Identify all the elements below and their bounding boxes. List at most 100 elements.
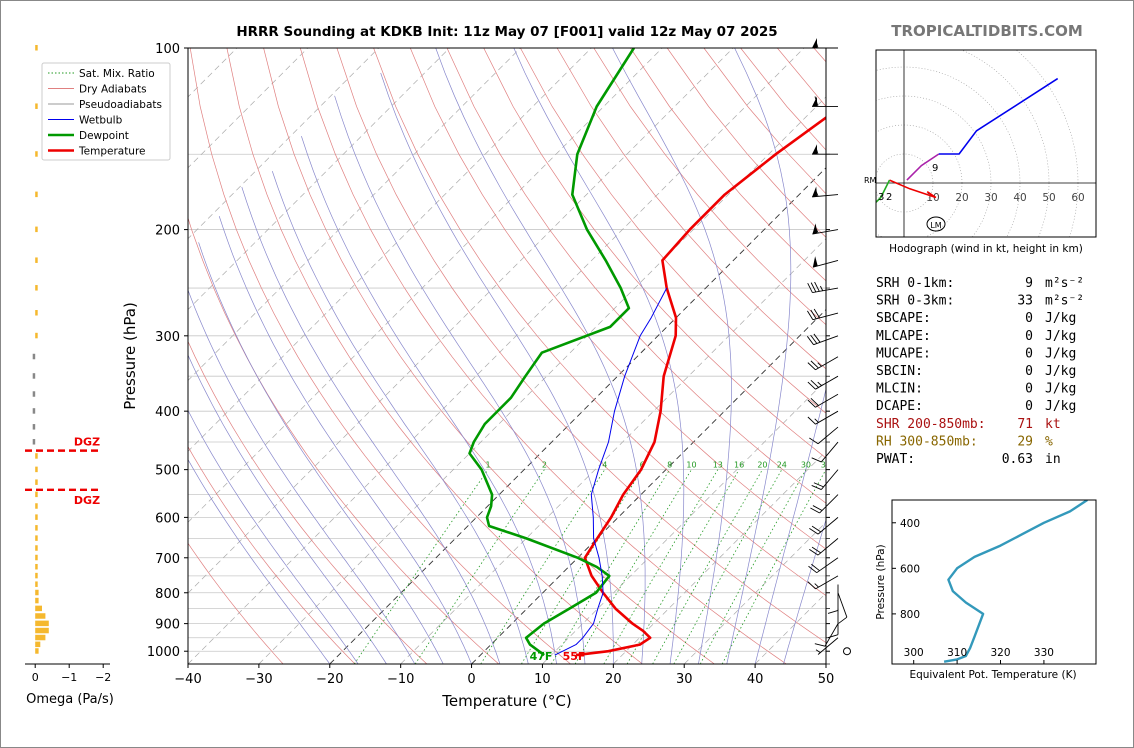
theta-e-x-tick-label: 300 xyxy=(904,647,924,659)
pseudoadiabat-line xyxy=(301,135,557,664)
mixing-ratio-label: 36 xyxy=(821,461,831,470)
theta-e-y-tick-label: 400 xyxy=(900,518,920,530)
stat-unit: J/kg xyxy=(1045,346,1076,361)
omega-bar xyxy=(32,373,36,379)
dry-adiabat-line xyxy=(813,48,826,63)
y-axis-label: Pressure (hPa) xyxy=(121,302,139,410)
hodo-segment xyxy=(906,153,940,181)
wind-barb-full xyxy=(838,616,848,624)
isotherm-line xyxy=(188,48,521,381)
stat-value: 71 xyxy=(1017,417,1033,432)
wind-barb xyxy=(827,584,839,614)
hodo-segment xyxy=(938,77,1059,155)
hodo-ring-label: 10 xyxy=(926,192,939,204)
legend: Sat. Mix. Ratio Dry Adiabats Pseudoadiabat… xyxy=(41,62,171,161)
omega-tick-label: −2 xyxy=(95,671,111,684)
wind-barb xyxy=(807,375,839,390)
chart-title: HRRR Sounding at KDKB Init: 11z May 07 [… xyxy=(236,24,777,40)
omega-axis-label: Omega (Pa/s) xyxy=(26,692,114,707)
wind-barb-full xyxy=(811,485,822,490)
pseudoadiabat-line xyxy=(513,48,685,664)
omega-bar xyxy=(35,535,38,541)
omega-panel: 0 −1 −2 Omega (Pa/s) DGZ DGZ xyxy=(25,45,114,707)
mixing-ratio-label: 16 xyxy=(734,461,744,470)
mixing-ratio-line xyxy=(626,469,740,664)
x-tick-label: 0 xyxy=(467,672,475,687)
isotherm-line xyxy=(471,308,826,664)
stat-value: 0 xyxy=(1025,382,1033,397)
mixing-ratio-label: 2 xyxy=(542,461,547,470)
wind-barb xyxy=(811,469,839,490)
theta-e-y-axis-label: Pressure (hPa) xyxy=(875,544,887,619)
stat-value: 0 xyxy=(1025,311,1033,326)
wind-barb-full xyxy=(810,507,820,514)
mixing-ratio-label: 4 xyxy=(602,461,607,470)
wind-barb-staff xyxy=(819,494,839,514)
x-tick-label: 10 xyxy=(534,672,551,687)
stat-value: 0 xyxy=(1025,329,1033,344)
hodo-rm-label: RM xyxy=(864,176,877,185)
mixing-ratio-line xyxy=(480,469,606,664)
dgz-label: DGZ xyxy=(74,494,100,507)
hodo-ring-label: 20 xyxy=(955,192,968,204)
wind-barb-full xyxy=(813,308,821,319)
pseudoadiabat-line xyxy=(271,170,529,664)
wind-barb-flag xyxy=(812,223,818,235)
dry-adiabat-line xyxy=(593,48,826,326)
hodo-ring-label: 30 xyxy=(984,192,997,204)
dry-adiabat-line xyxy=(188,446,356,664)
dry-adiabat-line xyxy=(189,48,571,664)
isotherm-line xyxy=(188,48,309,169)
x-tick-label: 30 xyxy=(676,672,693,687)
y-tick-label: 700 xyxy=(155,552,180,567)
x-tick-label: −40 xyxy=(174,672,201,687)
stat-label: MUCAPE: xyxy=(876,346,931,361)
pseudoadiabat-line xyxy=(188,289,416,664)
omega-bar xyxy=(35,589,39,596)
wind-barb-full xyxy=(810,309,817,320)
mixing-ratio-line xyxy=(521,469,643,664)
y-tick-label: 400 xyxy=(155,405,180,420)
wind-barb-half xyxy=(819,285,824,291)
wind-barb xyxy=(807,281,839,294)
wind-barb-full xyxy=(807,416,816,425)
hodograph-plot-area: 10 20 30 40 50 60 xyxy=(876,50,1096,237)
omega-bar xyxy=(35,503,38,509)
mixing-ratio-line xyxy=(353,469,489,664)
x-tick-label: −10 xyxy=(387,672,414,687)
mixing-ratio-label: 20 xyxy=(757,461,767,470)
omega-bar xyxy=(35,641,41,648)
omega-bar xyxy=(35,285,38,291)
legend-entry: Wetbulb xyxy=(79,115,123,127)
wind-barb-flag xyxy=(812,144,817,155)
stat-unit: J/kg xyxy=(1045,382,1076,397)
skewt-plot-area: 1 2 4 6 8 10 13 16 20 24 30 36 xyxy=(188,48,831,664)
legend-entry: Pseudoadiabats xyxy=(79,99,162,111)
wind-barb-staff xyxy=(824,623,839,647)
wind-barb xyxy=(807,393,839,408)
hodo-height-label: 2 xyxy=(886,192,892,203)
surface-dewpoint-label: 47F xyxy=(530,650,553,663)
theta-e-x-tick-label: 310 xyxy=(947,647,967,659)
dry-adiabat-line xyxy=(299,48,787,664)
wind-barb-full xyxy=(811,457,822,463)
omega-bar xyxy=(35,151,38,157)
wind-barb-full xyxy=(807,283,813,293)
x-tick-label: 20 xyxy=(605,672,622,687)
wind-barb-full xyxy=(808,565,817,574)
mixing-ratio-label: 10 xyxy=(686,461,696,470)
dry-adiabat-line xyxy=(188,542,284,664)
x-tick-label: −30 xyxy=(245,672,272,687)
omega-bar xyxy=(32,439,36,445)
stat-unit: J/kg xyxy=(1045,399,1076,414)
wind-barb-full xyxy=(811,525,822,533)
x-tick-label: −20 xyxy=(316,672,343,687)
wind-barb xyxy=(812,144,838,155)
theta-e-panel: 300 310 320 330 400 600 800 Equivalent Pot. Tem… xyxy=(875,499,1097,681)
theta-e-x-tick-label: 330 xyxy=(1034,647,1054,659)
wind-barb xyxy=(807,308,839,321)
wind-barb xyxy=(837,592,848,624)
wind-barb xyxy=(807,575,839,590)
omega-bar xyxy=(35,191,38,198)
temperature-profile xyxy=(575,115,826,657)
